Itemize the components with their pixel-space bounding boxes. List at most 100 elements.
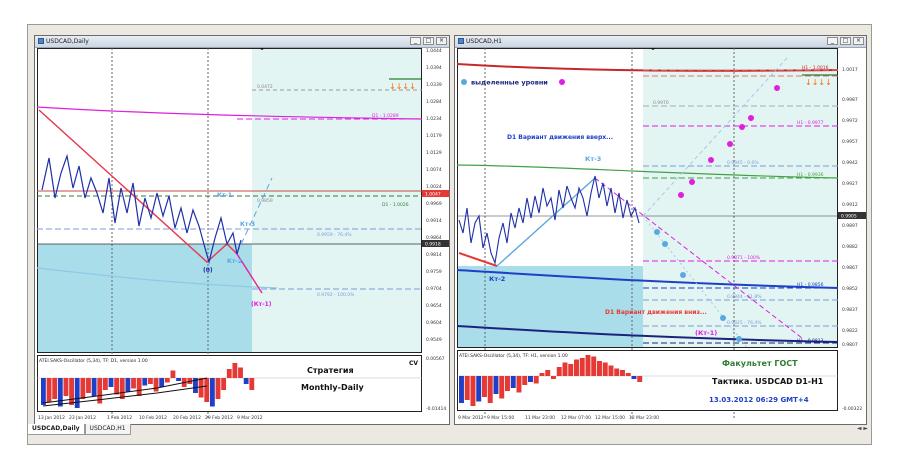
moving-average-upper [457,63,839,72]
projection-down-dotted [642,215,758,361]
down-arrows-icon: ↓↓↓↓ [805,78,832,87]
annotation-d1-down: D1 Вариант движения вниз... [605,309,707,316]
oscillator-bar [493,376,499,394]
price-chart-h1[interactable]: H1 - 1.0016 0.9970 H1 - 0.9977 0.9945 - … [457,48,866,424]
tactics-title: Тактика. USDCAD D1-H1 [712,377,824,386]
svg-text:0.9972: 0.9972 [842,118,858,124]
maximize-button[interactable]: □ [423,37,434,45]
oscillator-bar [551,376,556,379]
oscillator-bar [125,378,131,392]
price-marker-current [422,190,449,197]
oscillator-bar [148,378,153,384]
svg-text:0.9825 - 76.4%: 0.9825 - 76.4% [727,320,762,326]
svg-text:9 Mar 2012: 9 Mar 2012 [458,415,484,421]
time-axis-daily: 13 Jan 2012 23 Jan 2012 1 Feb 2012 10 Fe… [38,415,263,421]
oscillator-axis-bottom: -0.01414 [426,406,446,412]
moving-average-mid [457,164,839,179]
svg-text:0.9882: 0.9882 [842,244,858,250]
tab-scroll-arrows-icon[interactable]: ◄ ► [856,425,868,432]
oscillator-bar [159,378,165,387]
oscillator-bar [556,367,562,376]
price-marker-label: 0.9905 [841,214,857,220]
window-titlebar-h1[interactable]: USDCAD,H1 _ □ × [455,36,866,48]
oscillator-bar [243,378,249,384]
oscillator-bar [63,378,69,396]
oscillator-bar [585,355,591,376]
cv-label: CV [409,360,418,367]
oscillator-axis-top: 0.00567 [426,356,445,362]
svg-text:0.9844 - 61.8%: 0.9844 - 61.8% [727,294,762,300]
svg-text:1.0129: 1.0129 [426,150,442,156]
svg-text:1.0234: 1.0234 [426,116,442,122]
svg-text:0.9927: 0.9927 [842,181,858,187]
oscillator-bar [637,376,643,382]
level-label: 0.0472 [257,84,273,90]
oscillator-bar [136,378,142,396]
oscillator-bar [487,376,493,403]
svg-text:1.0444: 1.0444 [426,48,442,54]
oscillator-bar [119,378,125,399]
oscillator-trendline [42,377,208,404]
annotation-kt-minus1: (Кт-1) [251,301,272,308]
oscillator-bar [510,376,516,388]
tab-usdcad-h1[interactable]: USDCAD,H1 [84,424,131,435]
svg-text:0.9871 - 100%: 0.9871 - 100% [727,255,761,261]
svg-text:0.9704: 0.9704 [426,286,442,292]
svg-text:12 Mar 15:00: 12 Mar 15:00 [595,415,625,421]
minimize-button[interactable]: _ [827,37,838,45]
oscillator-bar [232,363,238,378]
svg-text:1.0074: 1.0074 [426,167,442,173]
oscillator-axis-bottom: -0.00322 [842,406,862,412]
price-axis-daily: 1.0444 1.0394 1.0339 1.0284 1.0234 1.017… [426,48,442,343]
price-marker-bid [422,240,449,247]
level-label: 0.9859 [257,198,273,204]
maximize-button[interactable]: □ [840,37,851,45]
svg-text:1.0339: 1.0339 [426,82,442,88]
close-button[interactable]: × [436,37,447,45]
price-line [41,153,242,265]
svg-text:1.0024: 1.0024 [426,184,442,190]
svg-text:0.9957: 0.9957 [842,139,858,145]
down-arrows-icon: ↓↓↓↓ [389,82,416,91]
price-marker-label: 1.0047 [425,192,441,198]
minimize-button[interactable]: _ [410,37,421,45]
svg-text:0.9822: 0.9822 [842,328,858,334]
svg-text:0.9852: 0.9852 [842,286,858,292]
tab-usdcad-daily[interactable]: USDCAD,Daily [27,424,85,435]
oscillator-bar [108,378,114,387]
window-titlebar-daily[interactable]: USDCAD,Daily _ □ × [35,36,449,48]
oscillator-bar [591,356,597,376]
oscillator-bar [102,378,108,390]
oscillator-bar [482,376,487,397]
chart-tabs: USDCAD,Daily USDCAD,H1 [27,424,131,435]
svg-text:H1 - 0.9936: H1 - 0.9936 [797,172,824,178]
chart-window-h1[interactable]: USDCAD,H1 _ □ × [454,35,867,425]
annotation-kt3: Кт-3 [240,221,255,228]
close-button[interactable]: × [853,37,864,45]
oscillator-bar [176,378,181,381]
annotation-kt-minus1: (Кт-1) [695,329,717,337]
svg-text:12 Mar 07:00: 12 Mar 07:00 [561,415,591,421]
oscillator-bar [625,373,631,376]
price-chart-daily[interactable]: 0.0472 D1 - 1.0289 0.9859 D1 - 1.0026 0.… [37,48,449,424]
oscillator-bar [459,376,464,403]
oscillator-trendline [42,385,208,407]
oscillator-bar [505,376,510,391]
main-plot-border [37,48,422,353]
shift-marker-icon[interactable] [259,48,265,50]
oscillator-bar [131,378,136,389]
projection-up [236,177,273,254]
svg-text:0.9654: 0.9654 [426,303,442,309]
projection-up [642,57,788,217]
oscillator-bar [568,364,574,376]
shift-marker-icon[interactable] [650,48,656,50]
level-label: 0.9792 - 100.0% [317,292,355,298]
forecast-zone [252,48,422,353]
oscillator-bar [204,378,210,402]
svg-text:0.9970: 0.9970 [653,100,669,106]
oscillator-bar [91,378,97,396]
oscillator-bar [579,358,585,376]
chart-window-daily[interactable]: USDCAD,Daily _ □ × 0.0472 D1 - [34,35,450,425]
moving-average-lower [37,267,278,289]
svg-text:0.9814: 0.9814 [426,252,442,258]
